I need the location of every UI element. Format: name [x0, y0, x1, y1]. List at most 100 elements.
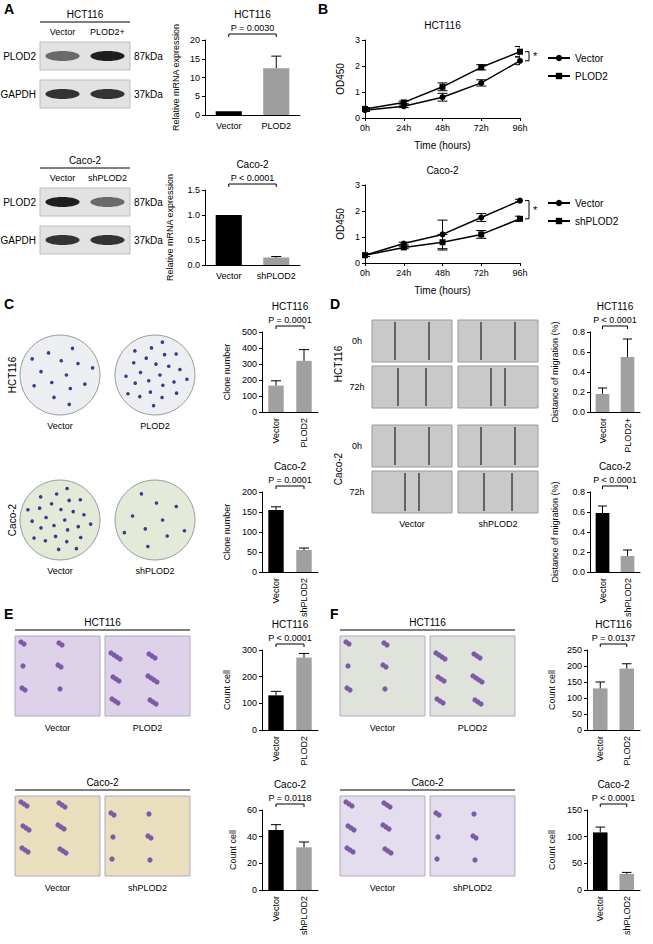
svg-text:HCT116: HCT116 [597, 301, 634, 312]
svg-text:shPLOD2: shPLOD2 [88, 173, 127, 183]
svg-text:24h: 24h [396, 123, 411, 133]
svg-text:100: 100 [567, 693, 582, 703]
svg-text:0: 0 [252, 407, 257, 417]
svg-text:Relative mRNA expression: Relative mRNA expression [165, 174, 175, 281]
svg-text:shPLOD2: shPLOD2 [299, 896, 309, 935]
svg-text:72h: 72h [474, 123, 489, 133]
svg-text:150: 150 [567, 805, 582, 815]
svg-text:200: 200 [242, 375, 257, 385]
svg-text:200: 200 [567, 661, 582, 671]
svg-text:Vector: Vector [575, 198, 604, 209]
svg-text:PLOD2+: PLOD2+ [90, 27, 125, 37]
svg-text:0.0: 0.0 [187, 260, 200, 270]
svg-text:15: 15 [190, 54, 200, 64]
svg-text:PLOD2: PLOD2 [299, 736, 309, 766]
svg-text:Caco-2: Caco-2 [274, 779, 307, 790]
svg-text:0.8: 0.8 [572, 487, 585, 497]
svg-text:Caco-2: Caco-2 [69, 155, 102, 166]
svg-text:100: 100 [567, 832, 582, 842]
svg-text:GAPDH: GAPDH [0, 235, 36, 246]
svg-text:PLOD2: PLOD2 [575, 71, 608, 82]
svg-text:shPLOD2: shPLOD2 [453, 883, 492, 893]
svg-text:GAPDH: GAPDH [0, 89, 36, 100]
svg-text:*: * [533, 50, 538, 62]
svg-text:Vector: Vector [45, 883, 71, 893]
svg-text:0.2: 0.2 [572, 387, 585, 397]
svg-text:0.2: 0.2 [572, 547, 585, 557]
svg-text:PLOD2: PLOD2 [140, 421, 170, 431]
svg-text:5: 5 [195, 91, 200, 101]
svg-text:P < 0.0001: P < 0.0001 [592, 793, 636, 803]
svg-text:PLOD2: PLOD2 [3, 51, 36, 62]
svg-text:0.6: 0.6 [572, 347, 585, 357]
svg-text:0.6: 0.6 [572, 507, 585, 517]
svg-text:Caco-2: Caco-2 [333, 452, 344, 485]
svg-text:Relative mRNA expression: Relative mRNA expression [171, 24, 181, 131]
svg-text:Vector: Vector [370, 723, 396, 733]
svg-text:P < 0.0001: P < 0.0001 [593, 315, 637, 325]
svg-text:400: 400 [242, 343, 257, 353]
svg-text:Vector: Vector [45, 723, 71, 733]
svg-text:0.4: 0.4 [572, 367, 585, 377]
svg-text:96h: 96h [512, 123, 527, 133]
svg-text:72h: 72h [474, 268, 489, 278]
svg-text:0: 0 [252, 567, 257, 577]
svg-text:A: A [4, 1, 14, 17]
svg-text:300: 300 [242, 645, 257, 655]
svg-text:10: 10 [190, 73, 200, 83]
svg-text:Caco-2: Caco-2 [86, 777, 119, 788]
svg-text:shPLOD2: shPLOD2 [478, 519, 517, 529]
svg-text:OD450: OD450 [335, 63, 346, 95]
svg-text:Vector: Vector [47, 566, 73, 576]
svg-text:0: 0 [355, 258, 360, 268]
svg-text:0: 0 [355, 113, 360, 123]
svg-text:shPLOD2: shPLOD2 [128, 883, 167, 893]
svg-text:Distance of migration (%): Distance of migration (%) [550, 481, 560, 582]
svg-text:37kDa: 37kDa [134, 235, 163, 246]
svg-text:0h: 0h [360, 123, 370, 133]
svg-text:P = 0.0001: P = 0.0001 [268, 475, 312, 485]
svg-text:HCT116: HCT116 [272, 619, 309, 630]
svg-text:2: 2 [355, 61, 360, 71]
svg-text:1: 1 [355, 87, 360, 97]
svg-text:300: 300 [242, 359, 257, 369]
svg-text:Vector: Vector [595, 736, 605, 762]
svg-text:*: * [533, 204, 538, 216]
svg-text:50: 50 [572, 709, 582, 719]
svg-text:P = 0.0001: P = 0.0001 [268, 315, 312, 325]
svg-text:0h: 0h [352, 336, 362, 346]
svg-text:50: 50 [247, 547, 257, 557]
svg-text:HCT116: HCT116 [84, 617, 121, 628]
svg-text:Caco-2: Caco-2 [274, 461, 307, 472]
svg-text:0: 0 [252, 885, 257, 895]
svg-text:P = 0.0118: P = 0.0118 [269, 793, 312, 803]
svg-text:shPLOD2: shPLOD2 [623, 578, 633, 617]
svg-text:B: B [318, 1, 328, 17]
svg-text:HCT116: HCT116 [424, 20, 461, 31]
svg-text:shPLOD2: shPLOD2 [135, 566, 174, 576]
svg-text:48h: 48h [435, 268, 450, 278]
svg-text:Vector: Vector [595, 896, 605, 922]
svg-text:150: 150 [242, 507, 257, 517]
svg-text:100: 100 [242, 391, 257, 401]
svg-text:HCT116: HCT116 [7, 356, 18, 393]
svg-text:Vector: Vector [47, 421, 73, 431]
svg-text:PLOD2: PLOD2 [261, 121, 291, 131]
svg-text:3: 3 [355, 180, 360, 190]
svg-text:37kDa: 37kDa [134, 89, 163, 100]
svg-text:Caco-2: Caco-2 [599, 461, 632, 472]
svg-text:72h: 72h [349, 487, 364, 497]
svg-text:0h: 0h [360, 268, 370, 278]
svg-text:Vector: Vector [50, 173, 76, 183]
svg-text:shPLOD2: shPLOD2 [299, 578, 309, 617]
svg-text:0.0: 0.0 [572, 567, 585, 577]
svg-text:HCT116: HCT116 [333, 345, 344, 382]
svg-text:PLOD2: PLOD2 [133, 723, 163, 733]
svg-text:PLOD2: PLOD2 [3, 197, 36, 208]
svg-text:24h: 24h [396, 268, 411, 278]
svg-text:HCT116: HCT116 [67, 9, 104, 20]
svg-text:0.8: 0.8 [572, 327, 585, 337]
svg-text:P < 0.0001: P < 0.0001 [268, 633, 312, 643]
svg-text:87kDa: 87kDa [134, 51, 163, 62]
svg-text:20: 20 [247, 858, 257, 868]
